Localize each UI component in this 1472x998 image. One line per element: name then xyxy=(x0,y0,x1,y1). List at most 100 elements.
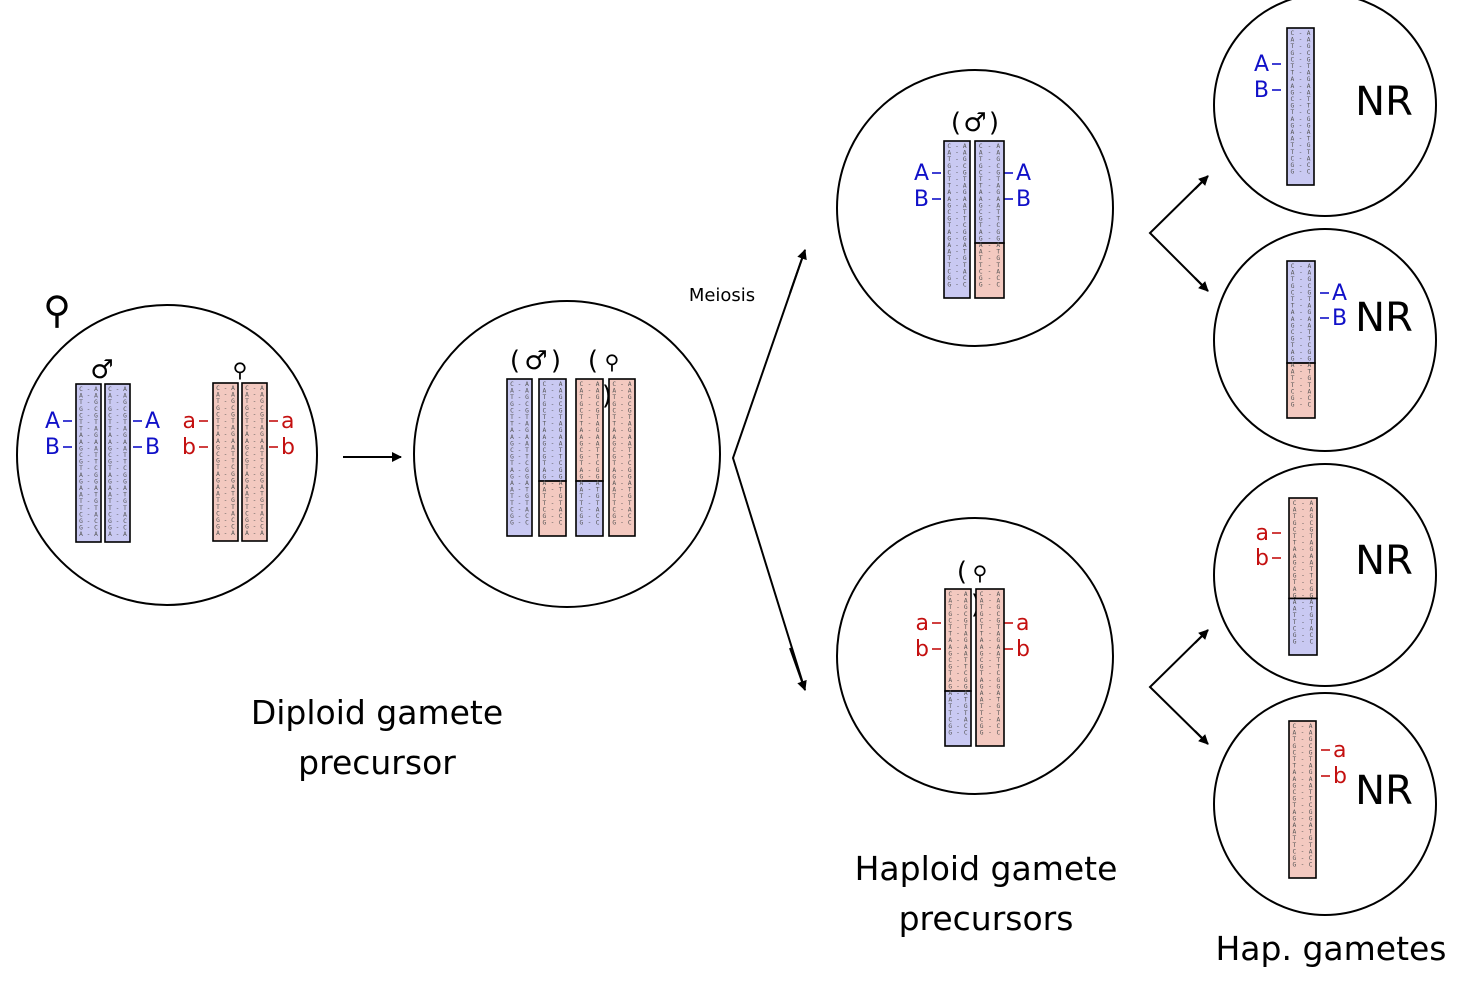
base-letter: - xyxy=(588,434,592,441)
allele-B-g2: B xyxy=(1320,306,1347,331)
base-letter: A xyxy=(1309,730,1313,737)
base-letter: A xyxy=(245,471,249,478)
base-letter: C xyxy=(525,460,529,467)
base-letter: - xyxy=(1301,553,1305,560)
allele-B-right-1-letter: B xyxy=(145,435,160,460)
base-letter: A xyxy=(94,445,98,452)
base-letter: A xyxy=(260,425,264,432)
base-letter: G xyxy=(94,412,98,419)
base-letter: - xyxy=(1299,103,1303,110)
base-letter: - xyxy=(1299,50,1303,57)
base-letter: G xyxy=(245,524,249,531)
base-letter: C xyxy=(260,524,264,531)
base-letter: - xyxy=(1299,96,1303,103)
base-letter: - xyxy=(253,411,257,418)
base-letter: - xyxy=(988,730,992,737)
base-letter: - xyxy=(988,723,992,730)
base-letter: G xyxy=(543,440,547,447)
base-letter: C xyxy=(231,524,235,531)
base-letter: C xyxy=(948,657,952,664)
base-letter: T xyxy=(948,631,952,638)
base-letter: - xyxy=(1299,349,1303,356)
base-letter: C xyxy=(996,163,1000,170)
base-letter: A xyxy=(580,487,584,494)
base-letter: - xyxy=(224,392,228,399)
base-letter: T xyxy=(1291,70,1295,77)
base-letter: C xyxy=(1308,283,1312,290)
base-letter: - xyxy=(1299,109,1303,116)
base-letter: T xyxy=(1293,612,1297,619)
base-letter: C xyxy=(245,510,249,517)
base-letter: - xyxy=(253,392,257,399)
base-letter: - xyxy=(1299,162,1303,169)
base-letter: G xyxy=(510,513,514,520)
base-letter: T xyxy=(963,176,967,183)
base-letter: - xyxy=(224,398,228,405)
base-letter: - xyxy=(1301,769,1305,776)
base-letter: - xyxy=(224,497,228,504)
base-letter: G xyxy=(94,478,98,485)
base-letter: - xyxy=(253,464,257,471)
base-letter: - xyxy=(87,399,91,406)
base-letter: A xyxy=(216,484,220,491)
base-letter: A xyxy=(525,421,529,428)
base-letter: T xyxy=(260,504,264,511)
gamete-cell-2 xyxy=(1213,228,1437,452)
base-letter: A xyxy=(231,530,235,537)
base-letter: C xyxy=(1293,566,1297,573)
base-letter: T xyxy=(245,497,249,504)
base-letter: C xyxy=(980,657,984,664)
base-letter: - xyxy=(988,677,992,684)
base-letter: C xyxy=(947,209,951,216)
base-letter: - xyxy=(1299,149,1303,156)
base-letter: T xyxy=(245,398,249,405)
base-letter: G xyxy=(1293,559,1297,566)
chromatid-m2-segment-1 xyxy=(241,382,268,542)
base-letter: C xyxy=(1308,342,1312,349)
base-letter: - xyxy=(551,500,555,507)
base-letter: G xyxy=(947,216,951,223)
base-letter: - xyxy=(955,150,959,157)
base-letter: A xyxy=(260,530,264,537)
base-letter: A xyxy=(525,440,529,447)
base-letter: - xyxy=(588,520,592,527)
base-letter: A xyxy=(108,432,112,439)
base-letter: - xyxy=(620,506,624,513)
base-letter: - xyxy=(224,431,228,438)
base-letter: - xyxy=(224,517,228,524)
base-letter: - xyxy=(518,454,522,461)
base-letter: G xyxy=(1291,283,1295,290)
base-letter: G xyxy=(963,235,967,242)
herm-symbol-crossover: ⚲ xyxy=(605,350,620,374)
chromatid-c1: C - AA - AT - GG - CC - GT - TT - AA - GA - AG - AC - TG - TT - CA… xyxy=(506,378,533,537)
base-letter: G xyxy=(216,517,220,524)
base-letter: A xyxy=(1310,507,1314,514)
base-letter: C xyxy=(1307,162,1311,169)
base-letter: T xyxy=(979,156,983,163)
base-letter: - xyxy=(1299,169,1303,176)
base-letter: - xyxy=(87,478,91,485)
base-letter: - xyxy=(116,531,120,538)
allele-b-g4: b xyxy=(1321,764,1347,789)
base-letter: C xyxy=(79,386,83,393)
base-letter: - xyxy=(1299,122,1303,129)
base-letter: A xyxy=(1293,586,1297,593)
base-letter: T xyxy=(543,460,547,467)
base-letter: G xyxy=(580,513,584,520)
base-letter: - xyxy=(551,447,555,454)
base-letter: - xyxy=(87,393,91,400)
base-letter: - xyxy=(988,242,992,249)
base-letter: C xyxy=(948,591,952,598)
base-letter: - xyxy=(988,222,992,229)
base-letter: - xyxy=(588,493,592,500)
base-letter: G xyxy=(510,440,514,447)
base-letter: - xyxy=(988,262,992,269)
base-letter: C xyxy=(948,716,952,723)
base-letter: A xyxy=(996,150,1000,157)
allele-a-left-4-letter: a xyxy=(916,611,929,636)
allele-a-g3-letter: a xyxy=(1256,521,1269,546)
base-letter: - xyxy=(1301,579,1305,586)
base-letter: - xyxy=(620,454,624,461)
base-letter: C xyxy=(1291,96,1295,103)
